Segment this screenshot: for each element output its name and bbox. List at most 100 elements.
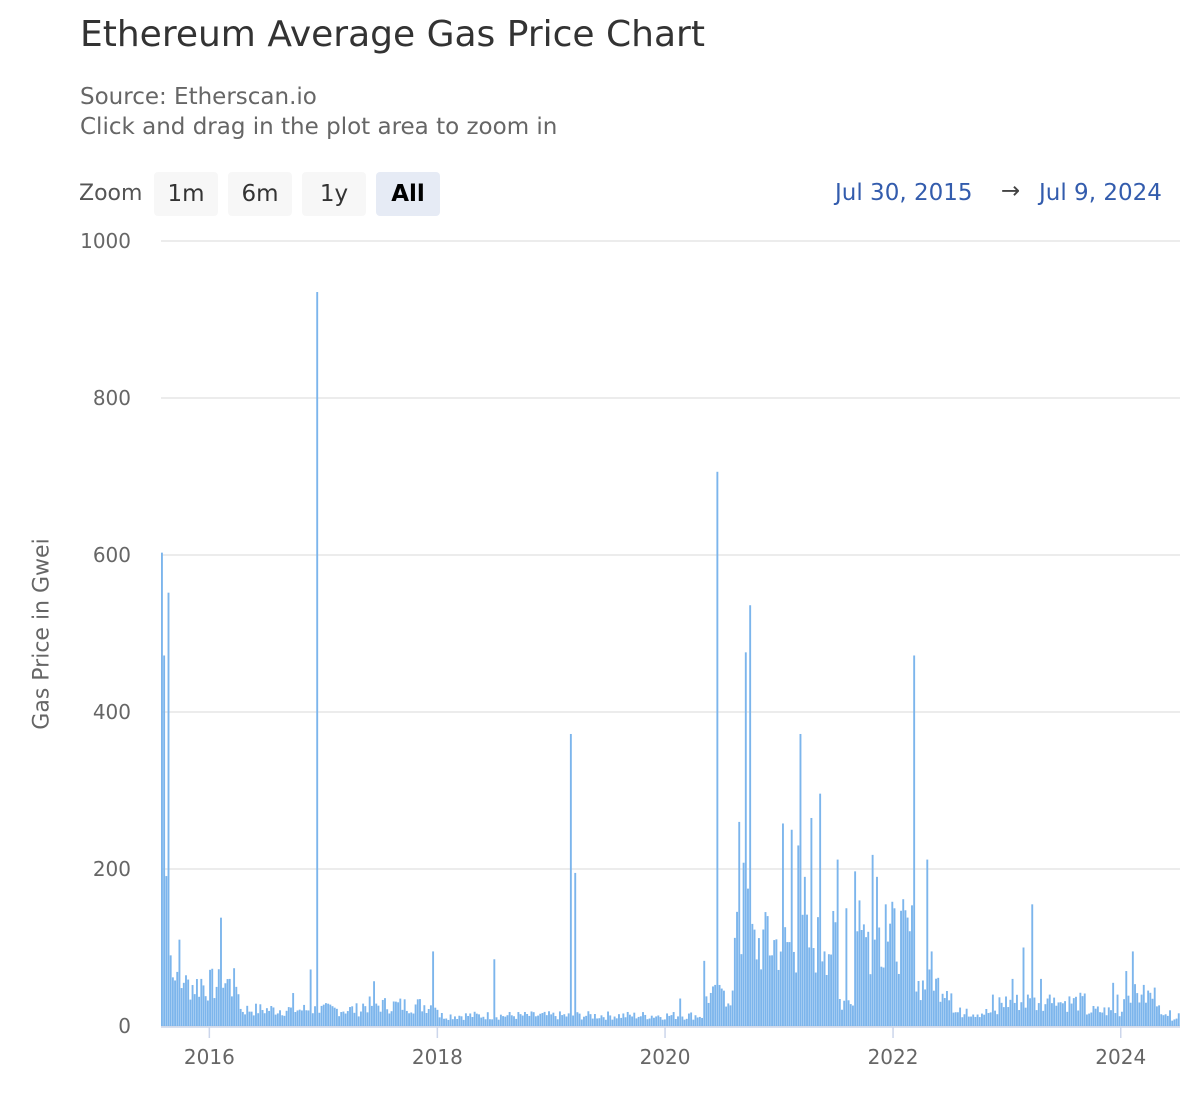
bar: [464, 1013, 467, 1026]
bar: [298, 1009, 301, 1026]
bar: [375, 1003, 378, 1026]
bar: [631, 1016, 634, 1026]
zoom-1y-button[interactable]: 1y: [302, 172, 366, 216]
bar: [325, 1003, 327, 1026]
bar: [891, 901, 894, 1026]
bar: [292, 993, 295, 1026]
bar: [845, 908, 848, 1026]
bar: [478, 1014, 480, 1026]
zoom-6m-button[interactable]: 6m: [228, 172, 292, 216]
bar: [981, 1013, 983, 1026]
bar: [604, 1019, 607, 1026]
bar: [935, 978, 937, 1026]
bar: [587, 1011, 590, 1026]
bar: [333, 1007, 336, 1026]
bar: [718, 984, 721, 1026]
bar: [1044, 1004, 1047, 1026]
bar: [635, 1018, 638, 1026]
bar-series[interactable]: [161, 292, 1180, 1027]
bar: [1081, 996, 1084, 1026]
bar: [436, 1009, 439, 1026]
bar: [777, 969, 780, 1026]
bar: [504, 1016, 507, 1026]
range-to-input[interactable]: Jul 9, 2024: [1039, 180, 1162, 206]
bar: [1162, 1015, 1165, 1026]
bar: [434, 1007, 437, 1026]
zoom-1m-button[interactable]: 1m: [154, 172, 218, 216]
bar: [731, 990, 734, 1026]
bar: [773, 940, 776, 1026]
bar: [200, 978, 203, 1026]
bar: [419, 999, 421, 1026]
bar: [513, 1016, 515, 1026]
bar: [259, 1004, 262, 1026]
bar: [362, 1003, 365, 1026]
bar: [637, 1016, 640, 1026]
bar: [217, 969, 220, 1026]
bar: [331, 1006, 334, 1026]
bar: [416, 999, 419, 1026]
bar: [878, 927, 881, 1026]
bar: [1092, 1005, 1095, 1026]
bar: [696, 1017, 699, 1026]
bar: [869, 974, 872, 1026]
bar: [399, 998, 402, 1026]
bar: [502, 1016, 505, 1026]
bar: [327, 1003, 330, 1026]
bar: [438, 1017, 441, 1026]
bar: [489, 1019, 491, 1026]
subtitle-source: Source: Etherscan.io: [80, 84, 317, 110]
bar: [1055, 1005, 1058, 1026]
bar: [508, 1011, 511, 1026]
bar: [685, 1018, 688, 1026]
bar: [449, 1014, 452, 1026]
bar: [1175, 1018, 1178, 1026]
bar: [209, 969, 211, 1026]
bar: [762, 929, 765, 1026]
bar: [294, 1012, 297, 1026]
bar: [832, 910, 835, 1026]
bar: [996, 1014, 999, 1026]
bar: [795, 972, 798, 1026]
bar: [320, 1005, 323, 1026]
zoom-all-button[interactable]: All: [376, 172, 440, 216]
bar: [679, 998, 682, 1026]
bar: [897, 973, 900, 1026]
bar: [368, 996, 371, 1026]
bar: [946, 991, 948, 1026]
bar: [1096, 1006, 1099, 1026]
bar: [989, 1012, 992, 1026]
bar: [930, 951, 933, 1026]
bar: [952, 1012, 955, 1026]
grid-lines: [161, 240, 1180, 1027]
bar: [580, 1019, 583, 1026]
bar: [849, 1004, 852, 1026]
bar: [185, 975, 187, 1026]
bar: [314, 1006, 316, 1026]
bar: [620, 1017, 623, 1026]
bar: [991, 994, 994, 1026]
x-tick-label: 2022: [868, 1045, 919, 1069]
bar: [451, 1019, 454, 1026]
bar: [626, 1011, 629, 1026]
bar: [642, 1012, 644, 1026]
bar: [206, 1000, 209, 1026]
bar: [900, 910, 902, 1026]
bar: [904, 910, 907, 1026]
bar: [1127, 995, 1130, 1026]
bar: [250, 1011, 253, 1026]
bar: [408, 1013, 410, 1026]
bar: [908, 931, 911, 1026]
bar: [1005, 996, 1007, 1026]
bar: [906, 917, 909, 1026]
bar: [454, 1016, 456, 1026]
bar: [593, 1014, 596, 1026]
bar: [300, 1010, 303, 1026]
bar: [823, 951, 826, 1026]
bar: [440, 1013, 443, 1026]
bar: [429, 1005, 432, 1026]
bar: [618, 1014, 620, 1026]
range-from-input[interactable]: Jul 30, 2015: [835, 180, 973, 206]
bar: [495, 1017, 498, 1026]
